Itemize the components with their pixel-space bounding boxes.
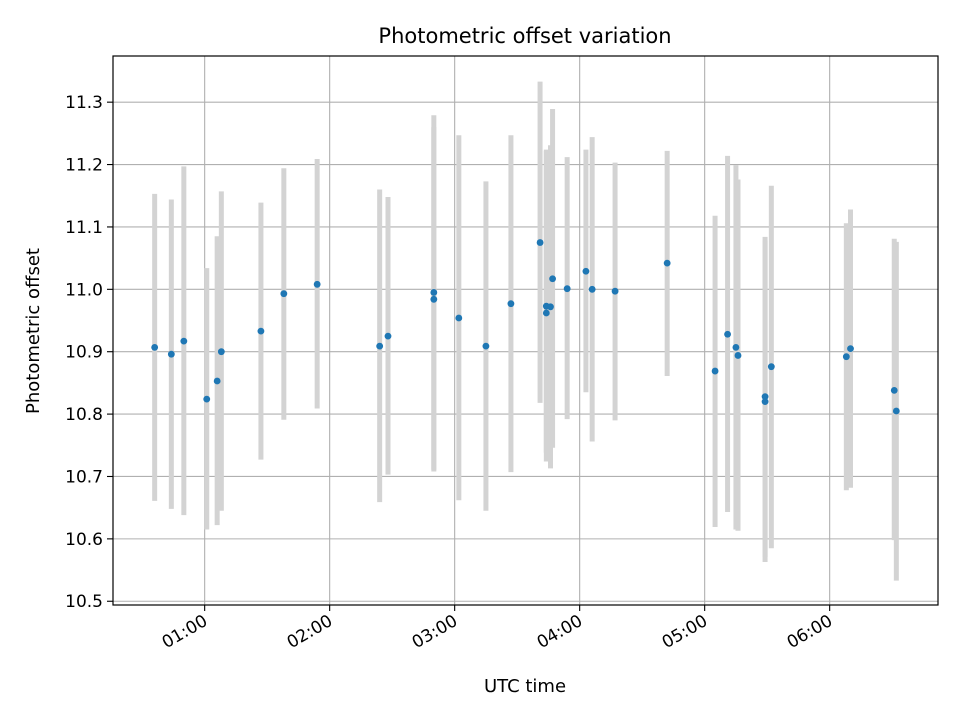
data-point xyxy=(761,398,769,406)
data-point xyxy=(663,259,671,267)
plot-frame xyxy=(112,55,939,606)
data-point xyxy=(611,287,619,295)
y-tick-label: 10.6 xyxy=(65,530,103,550)
y-axis-label: Photometric offset xyxy=(23,248,44,414)
data-point xyxy=(734,352,742,359)
x-tick-label: 06:00 xyxy=(784,611,836,653)
data-point xyxy=(542,309,550,317)
data-point xyxy=(588,285,596,293)
axis-ticks: 01:00 02:00 03:00 04:00 05:00 06:00 10.5 10.6 10… xyxy=(65,93,836,653)
chart-title: Photometric offset variation xyxy=(378,24,671,48)
data-point xyxy=(280,290,288,298)
data-point xyxy=(767,363,775,371)
data-point xyxy=(257,327,265,335)
y-tick-label: 11.3 xyxy=(65,93,103,113)
y-tick-label: 10.5 xyxy=(65,592,103,612)
x-tick-label: 01:00 xyxy=(159,611,211,653)
data-point xyxy=(507,300,515,308)
data-point xyxy=(203,395,211,403)
data-point xyxy=(547,303,554,311)
data-point xyxy=(582,267,590,275)
data-point xyxy=(455,314,463,322)
data-point xyxy=(376,342,384,350)
x-tick-label: 02:00 xyxy=(284,611,336,653)
y-tick-label: 11.1 xyxy=(65,218,103,238)
data-point xyxy=(563,285,571,293)
y-tick-label: 10.9 xyxy=(65,343,103,363)
y-tick-label: 11.2 xyxy=(65,156,103,176)
data-point xyxy=(217,348,225,356)
x-axis-label: UTC time xyxy=(484,676,566,697)
data-point xyxy=(213,377,221,385)
data-point xyxy=(482,342,490,350)
data-point xyxy=(313,280,321,288)
data-point xyxy=(732,343,740,351)
grid-lines xyxy=(113,56,938,605)
y-tick-label: 10.8 xyxy=(65,405,103,425)
data-point xyxy=(847,345,854,352)
data-point xyxy=(711,367,719,375)
data-point xyxy=(890,386,898,394)
data-point xyxy=(430,289,438,296)
data-point xyxy=(384,332,392,340)
data-point xyxy=(167,350,175,358)
x-tick-label: 03:00 xyxy=(409,611,461,653)
data-point xyxy=(430,295,438,303)
data-point xyxy=(892,407,900,415)
data-point xyxy=(549,275,556,283)
data-point xyxy=(842,353,850,361)
data-point xyxy=(536,239,544,246)
y-tick-label: 10.7 xyxy=(65,467,103,487)
data-point xyxy=(724,330,731,338)
data-point xyxy=(151,343,159,351)
data-point xyxy=(180,337,188,345)
x-tick-label: 04:00 xyxy=(534,611,586,653)
data-points xyxy=(151,239,900,415)
data-point xyxy=(761,393,769,401)
error-bars xyxy=(152,81,899,581)
x-tick-label: 05:00 xyxy=(659,611,711,653)
y-tick-label: 11.0 xyxy=(65,280,103,300)
